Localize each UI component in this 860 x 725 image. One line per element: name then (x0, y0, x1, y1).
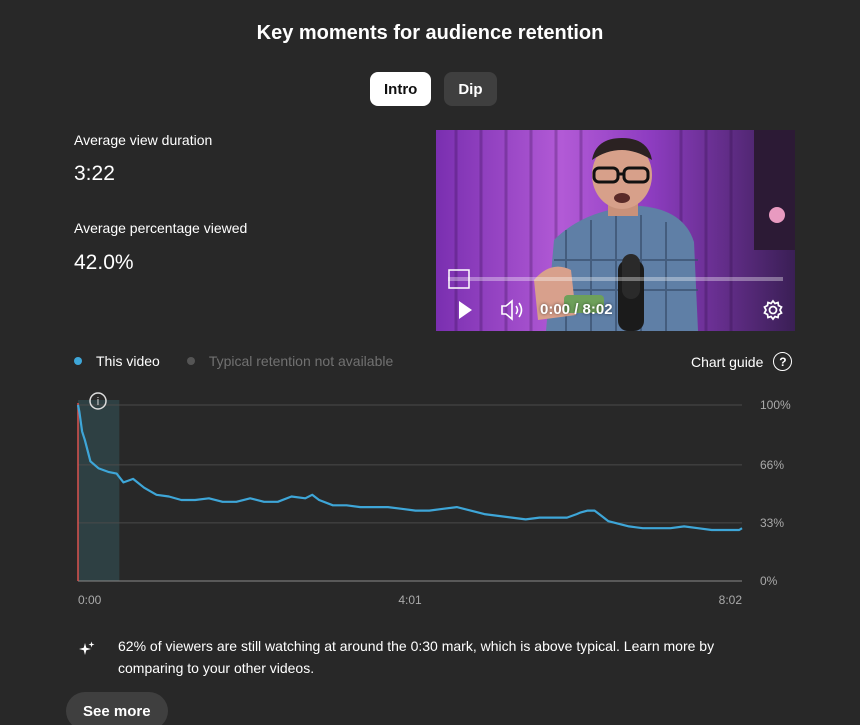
page-title: Key moments for audience retention (256, 22, 604, 44)
play-icon[interactable] (459, 301, 472, 319)
player-progress-bar[interactable] (448, 277, 783, 281)
legend-typical: Typical retention not available (186, 353, 394, 369)
legend-dot-typical (186, 357, 195, 365)
retention-chart[interactable]: 100% 66% 33% 0% 0:00 4:01 8:02 i (0, 385, 860, 615)
legend-typical-label: Typical retention not available (208, 353, 394, 369)
legend-this-video[interactable]: This video (74, 353, 160, 369)
x-tick-label: 8:02 (719, 593, 743, 607)
key-moment-tabs: Intro Dip (370, 72, 497, 106)
y-tick-label: 0% (760, 574, 778, 588)
player-controls (448, 269, 783, 321)
settings-gear-icon[interactable] (763, 299, 783, 321)
chart-guide-label: Chart guide (691, 353, 764, 370)
tab-dip[interactable]: Dip (444, 72, 497, 106)
avg-percentage-viewed-value: 42.0% (74, 251, 134, 274)
y-tick-label: 33% (760, 516, 784, 530)
intro-highlight-band (78, 400, 120, 581)
y-tick-label: 100% (760, 398, 791, 412)
x-tick-label: 4:01 (398, 593, 422, 607)
retention-line-this-video[interactable] (76, 404, 743, 532)
video-player[interactable]: 0:00 / 8:02 (436, 130, 795, 331)
tab-intro[interactable]: Intro (370, 72, 432, 106)
legend-dot-this-video (74, 357, 82, 365)
svg-text:i: i (97, 396, 99, 408)
chart-guide-button[interactable]: Chart guide ? (691, 352, 793, 371)
volume-icon[interactable] (501, 299, 523, 321)
legend-this-video-label: This video (96, 353, 160, 369)
avg-view-duration-label: Average view duration (74, 132, 213, 148)
avg-view-duration-value: 3:22 (74, 162, 115, 185)
see-more-button[interactable]: See more (66, 692, 168, 725)
insight-text: 62% of viewers are still watching at aro… (118, 638, 715, 676)
avg-percentage-viewed-label: Average percentage viewed (74, 220, 248, 236)
sparkle-icon (79, 641, 95, 655)
video-frame (436, 130, 795, 331)
help-icon: ? (773, 352, 793, 371)
y-tick-label: 66% (760, 458, 784, 472)
x-tick-label: 0:00 (78, 593, 102, 607)
chart-legend: This video Typical retention not availab… (74, 353, 393, 369)
time-display: 0:00 / 8:02 (540, 301, 613, 318)
info-icon[interactable]: i (89, 392, 107, 410)
progress-scrubber[interactable] (448, 269, 470, 289)
